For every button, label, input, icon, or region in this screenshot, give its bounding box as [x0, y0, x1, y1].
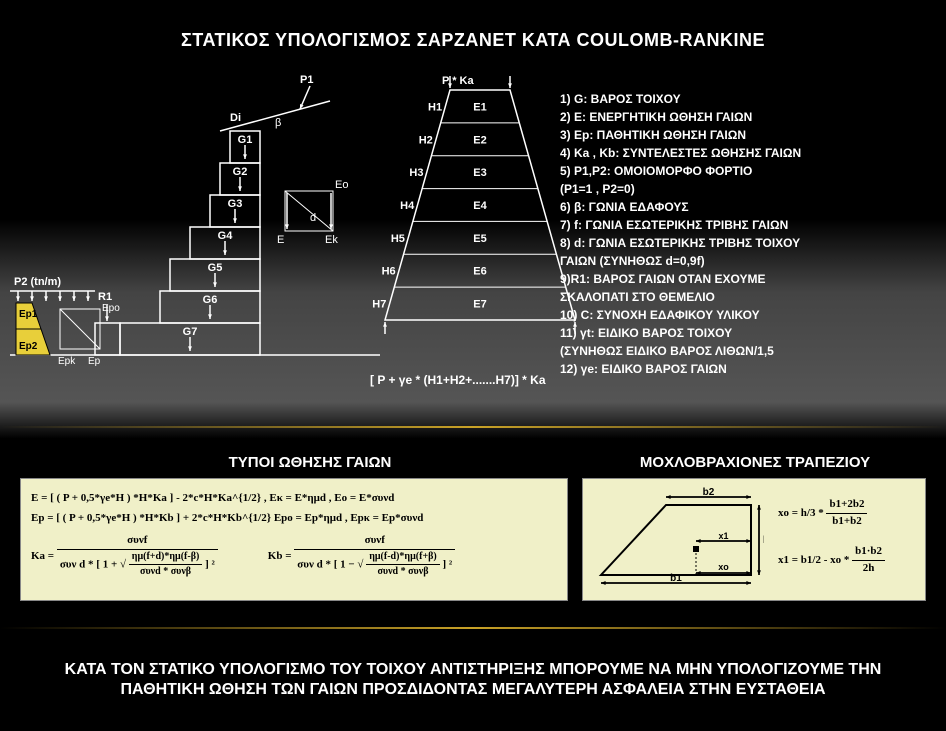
xo-formula: xo = h/3 * b1+2b2 b1+b2 — [778, 497, 867, 530]
svg-text:G2: G2 — [233, 166, 248, 178]
svg-text:Epk: Epk — [58, 356, 76, 367]
legend-item: 2) Ε: ΕΝΕΡΓΗΤΙΚΗ ΩΘΗΣΗ ΓΑΙΩΝ — [560, 108, 940, 126]
legend-item: 12) γe: ΕΙΔΙΚΟ ΒΑΡΟΣ ΓΑΙΩΝ — [560, 360, 940, 378]
svg-text:G7: G7 — [183, 326, 198, 338]
svg-text:E7: E7 — [473, 299, 486, 311]
divider-line-1 — [0, 426, 946, 428]
pressure-diagram: E1 H1 E2 H2 E3 H3 E4 H4 E5 H5 E6 H6 E7 H7 P * Ka — [360, 70, 610, 370]
svg-text:b2: b2 — [703, 487, 715, 498]
svg-text:Epo: Epo — [102, 303, 120, 314]
svg-text:E2: E2 — [473, 134, 486, 146]
ka-kb-row: Ka = συνf συν d * [ 1 + √ ημ(f+d)*ημ(f-β… — [31, 533, 557, 580]
legend-item: (P1=1 , P2=0) — [560, 180, 940, 198]
x1-formula: x1 = b1/2 - xo * b1·b2 2h — [778, 544, 885, 577]
formula-box-trapezoid: b1 b2 h xo x1 xo = h/3 * b1+2b2 b1+b2 x1 = b… — [582, 478, 926, 601]
svg-text:P2 (tn/m): P2 (tn/m) — [14, 276, 61, 288]
legend-item: 3) Ep: ΠΑΘΗΤΙΚΗ ΩΘΗΣΗ ΓΑΙΩΝ — [560, 126, 940, 144]
svg-text:h: h — [763, 535, 764, 546]
svg-text:Di: Di — [230, 112, 241, 124]
formula-line-2: Ep = [ ( P + 0,5*γe*H ) *H*Kb ] + 2*c*H*… — [31, 511, 557, 527]
svg-text:H2: H2 — [419, 134, 433, 146]
svg-text:G4: G4 — [218, 230, 234, 242]
svg-text:G5: G5 — [208, 262, 223, 274]
svg-text:Ek: Ek — [325, 234, 338, 246]
svg-text:E3: E3 — [473, 167, 486, 179]
svg-text:E6: E6 — [473, 266, 486, 278]
legend-item: 1) G: ΒΑΡΟΣ ΤΟΙΧΟΥ — [560, 90, 940, 108]
svg-text:x1: x1 — [718, 531, 728, 541]
svg-text:Ep2: Ep2 — [19, 341, 38, 352]
svg-text:Eo: Eo — [335, 179, 348, 191]
divider-line-2 — [0, 627, 946, 629]
svg-text:b1: b1 — [670, 573, 682, 584]
legend-item: 8) d: ΓΩΝΙΑ ΕΣΩΤΕΡΙΚΗΣ ΤΡΙΒΗΣ ΤΟΙΧΟΥ — [560, 234, 940, 252]
legend-item: 11) γt: ΕΙΔΙΚΟ ΒΑΡΟΣ ΤΟΙΧΟΥ — [560, 324, 940, 342]
ka-formula: Ka = συνf συν d * [ 1 + √ ημ(f+d)*ημ(f-β… — [31, 533, 218, 580]
legend-item: (ΣΥΝΗΘΩΣ ΕΙΔΙΚΟ ΒΑΡΟΣ ΛΙΘΩΝ/1,5 — [560, 342, 940, 360]
svg-text:G6: G6 — [203, 294, 218, 306]
svg-text:H3: H3 — [409, 167, 423, 179]
formula-box-types: E = [ ( P + 0,5*γe*H ) *H*Ka ] - 2*c*H*K… — [20, 478, 568, 601]
svg-text:E1: E1 — [473, 101, 486, 113]
legend-item: ΣΚΑΛΟΠΑΤΙ ΣΤΟ ΘΕΜΕΛΙΟ — [560, 288, 940, 306]
bottom-note: ΚΑΤΑ ΤΟΝ ΣΤΑΤΙΚΟ ΥΠΟΛΟΓΙΣΜΟ ΤΟΥ ΤΟΙΧΟΥ Α… — [40, 660, 906, 700]
trapezoid-title: ΜΟΧΛΟΒΡΑΧΙΟΝΕΣ ΤΡΑΠΕΖΙΟΥ — [580, 454, 930, 471]
svg-text:E4: E4 — [473, 200, 487, 212]
trapezoid-figure: b1 b2 h xo x1 — [589, 485, 764, 590]
svg-text:R1: R1 — [98, 291, 112, 303]
svg-text:H6: H6 — [382, 266, 396, 278]
svg-text:β: β — [275, 117, 281, 129]
svg-text:H4: H4 — [400, 200, 415, 212]
svg-text:Ep: Ep — [88, 356, 101, 367]
svg-text:G3: G3 — [228, 198, 243, 210]
svg-text:d: d — [310, 212, 316, 224]
formula-line-1: E = [ ( P + 0,5*γe*H ) *H*Ka ] - 2*c*H*K… — [31, 491, 557, 507]
svg-text:xo: xo — [718, 562, 729, 572]
staircase-diagram: G7 G6 G5 G4 G3 G2 G1 β P1 Di Eo E Ekd R1 P2 (tn/m) Ep1 E… — [10, 55, 390, 395]
legend-item: 7) f: ΓΩΝΙΑ ΕΣΩΤΕΡΙΚΗΣ ΤΡΙΒΗΣ ΓΑΙΩΝ — [560, 216, 940, 234]
svg-text:H1: H1 — [428, 101, 442, 113]
page: ΣΤΑΤΙΚΟΣ ΥΠΟΛΟΓΙΣΜΟΣ ΣΑΡΖΑΝΕΤ ΚΑΤΑ COULO… — [0, 0, 946, 731]
svg-text:P1: P1 — [300, 74, 313, 86]
pressure-bottom-label: [ P + γe * (H1+H2+.......H7)] * Ka — [370, 373, 546, 387]
svg-text:E: E — [277, 234, 284, 246]
svg-text:Ep1: Ep1 — [19, 309, 38, 320]
legend-item: 6) β: ΓΩΝΙΑ ΕΔΑΦΟΥΣ — [560, 198, 940, 216]
legend-item: ΓΑΙΩΝ (ΣΥΝΗΘΩΣ d=0,9f) — [560, 252, 940, 270]
svg-text:H7: H7 — [372, 299, 386, 311]
page-title: ΣΤΑΤΙΚΟΣ ΥΠΟΛΟΓΙΣΜΟΣ ΣΑΡΖΑΝΕΤ ΚΑΤΑ COULO… — [0, 30, 946, 51]
legend-item: 5) P1,P2: ΟΜΟΙΟΜΟΡΦΟ ΦΟΡΤΙΟ — [560, 162, 940, 180]
types-title: ΤΥΠΟΙ ΩΘΗΣΗΣ ΓΑΙΩΝ — [60, 454, 560, 471]
legend-item: 4) Ka , Kb: ΣΥΝΤΕΛΕΣΤΕΣ ΩΘΗΣΗΣ ΓΑΙΩΝ — [560, 144, 940, 162]
legend-list: 1) G: ΒΑΡΟΣ ΤΟΙΧΟΥ2) Ε: ΕΝΕΡΓΗΤΙΚΗ ΩΘΗΣΗ… — [560, 90, 940, 378]
svg-text:H5: H5 — [391, 233, 405, 245]
legend-item: 10) C: ΣΥΝΟΧΗ ΕΔΑΦΙΚΟΥ ΥΛΙΚΟΥ — [560, 306, 940, 324]
legend-item: 9)R1: ΒΑΡΟΣ ΓΑΙΩΝ ΟΤΑΝ ΕΧΟΥΜΕ — [560, 270, 940, 288]
svg-text:G1: G1 — [238, 134, 253, 146]
svg-text:E5: E5 — [473, 233, 486, 245]
svg-text:P * Ka: P * Ka — [442, 75, 474, 87]
kb-formula: Kb = συνf συν d * [ 1 − √ ημ(f-d)*ημ(f+β… — [268, 533, 455, 580]
